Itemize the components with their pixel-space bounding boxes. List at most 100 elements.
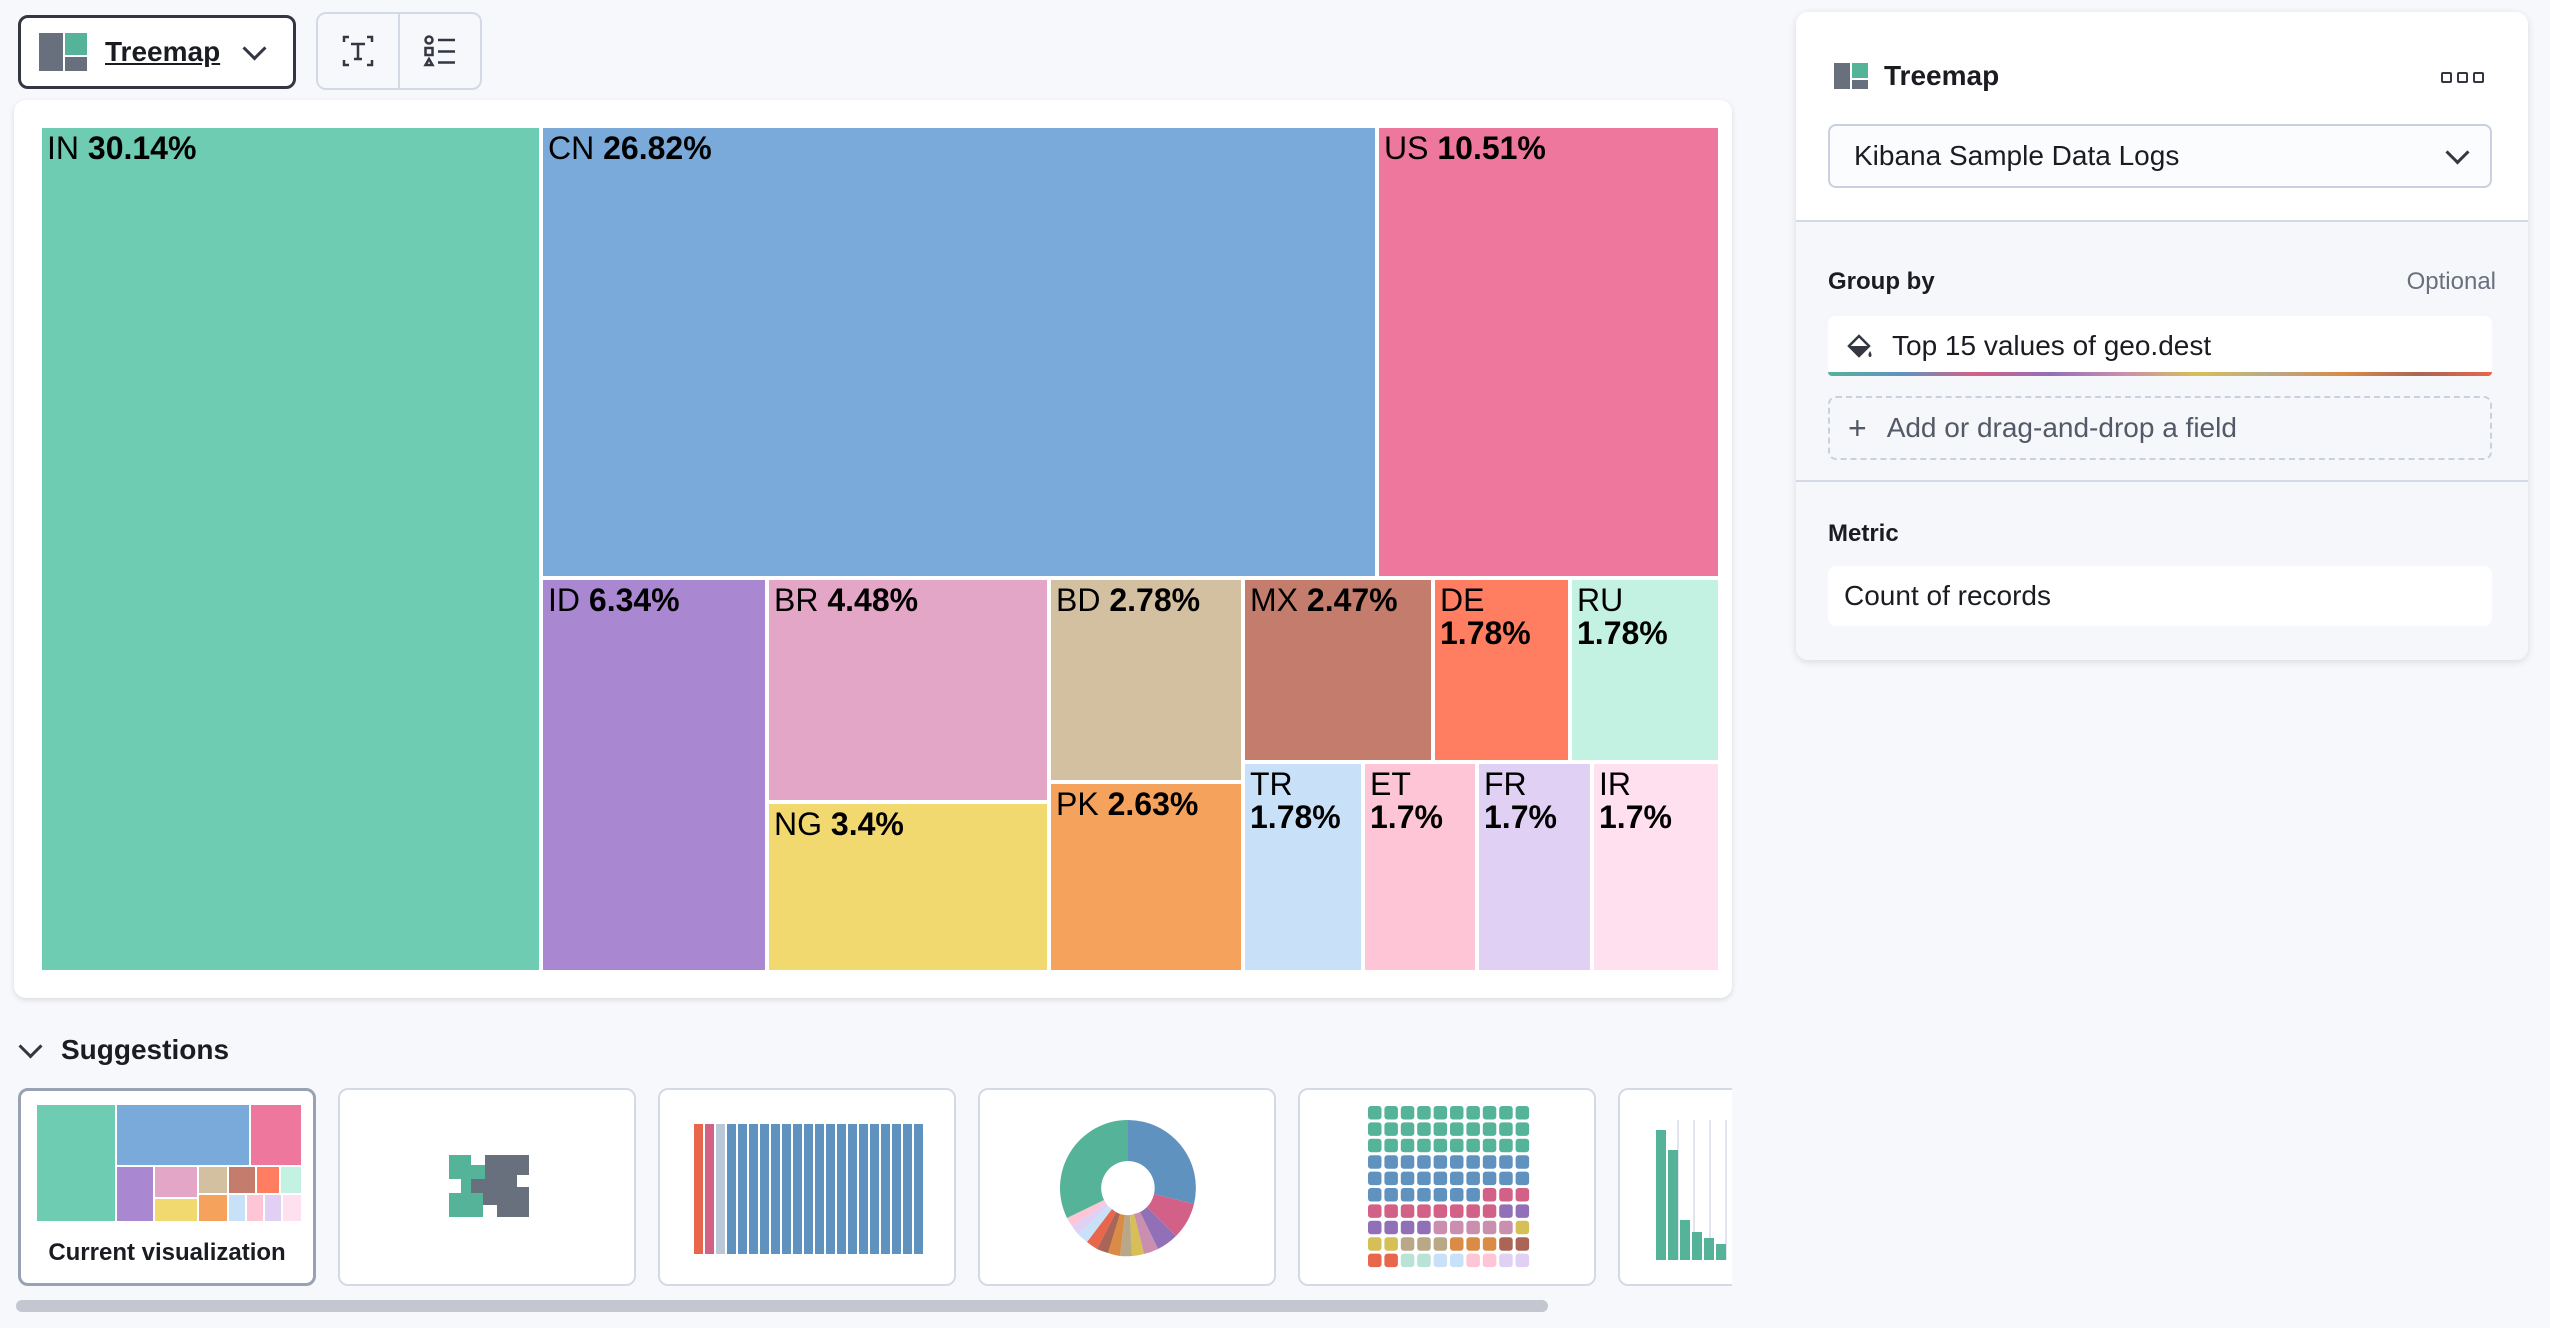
tile-et[interactable]: ET 1.7% [1363,762,1477,972]
tile-in[interactable]: IN 30.14% [40,126,541,972]
waffle-cell [1466,1122,1480,1136]
waffle-cell [1466,1106,1480,1120]
suggestion-histogram[interactable] [1618,1088,1732,1286]
waffle-cell [1400,1237,1415,1251]
labels-toggle-button[interactable] [318,14,398,88]
chart-options-group [316,12,482,90]
waffle-cell [1499,1204,1513,1218]
chevron-down-icon [242,35,267,61]
suggestions-toggle[interactable]: Suggestions [18,1033,229,1066]
group-by-field[interactable]: Top 15 values of geo.dest [1828,316,2492,376]
waffle-cell [1450,1106,1464,1120]
waffle-cell [1450,1171,1464,1186]
chevron-down-icon [2445,139,2470,165]
tile-us[interactable]: US 10.51% [1377,126,1720,578]
layer-title: Treemap [1834,60,1999,92]
waffle-cell [1417,1171,1431,1186]
legend-toggle-button[interactable] [398,14,480,88]
layer-title-text: Treemap [1884,60,2000,91]
tile-pk[interactable]: PK 2.63% [1049,782,1243,972]
waffle-cell [1515,1171,1530,1186]
tile-bd[interactable]: BD 2.78% [1049,578,1243,782]
suggestion-donut[interactable] [978,1088,1276,1286]
waffle-cell [1482,1188,1497,1202]
add-field-label: Add or drag-and-drop a field [1886,412,2237,443]
suggestion-caption: Current visualization [48,1239,286,1266]
data-view-select[interactable]: Kibana Sample Data Logs [1828,124,2492,188]
tile-label: MX [1250,582,1298,618]
waffle-cell [1499,1220,1513,1235]
tile-tr[interactable]: TR 1.78% [1243,762,1363,972]
add-field-dropzone[interactable]: + Add or drag-and-drop a field [1828,396,2492,460]
tile-ng[interactable]: NG 3.4% [767,802,1049,972]
tile-br[interactable]: BR 4.48% [767,578,1049,802]
tile-mx[interactable]: MX 2.47% [1243,578,1433,762]
tile-label: IN [47,130,79,166]
tile-value: 2.47% [1306,582,1398,618]
optional-label: Optional [2406,268,2496,295]
tile-value: 2.78% [1109,582,1201,618]
tile-value: 1.78% [1250,799,1341,835]
waffle-cell [1482,1204,1497,1218]
waffle-cell [1400,1155,1415,1169]
waffle-cell [1400,1171,1415,1186]
tile-label: CN [548,130,595,166]
waffle-cell [1400,1188,1415,1202]
tile-label: BR [774,582,819,618]
waffle-cell [1384,1188,1398,1202]
visualization-type-switcher[interactable]: Treemap [18,15,296,89]
waffle-cell [1368,1122,1382,1136]
table-icon [449,1155,529,1217]
tile-value: 4.48% [827,582,919,618]
waffle-cell [1499,1171,1513,1186]
tile-label: ID [548,582,580,618]
waffle-cell [1384,1106,1398,1120]
tile-label: TR [1250,766,1293,802]
tile-value: 2.63% [1107,786,1199,822]
metric-value: Count of records [1844,580,2051,611]
waffle-cell [1368,1253,1382,1268]
bar-chart-thumbnail [694,1124,923,1254]
tile-id[interactable]: ID 6.34% [541,578,767,972]
tile-ru[interactable]: RU 1.78% [1570,578,1720,762]
waffle-cell [1499,1138,1513,1153]
tile-fr[interactable]: FR 1.7% [1477,762,1592,972]
waffle-cell [1417,1188,1431,1202]
histogram-thumbnail [1656,1120,1727,1260]
layer-actions-icon[interactable] [2441,72,2484,83]
metric-field[interactable]: Count of records [1828,566,2492,626]
waffle-cell [1433,1237,1448,1251]
suggestion-table[interactable] [338,1088,636,1286]
waffle-cell [1499,1155,1513,1169]
waffle-cell [1466,1155,1480,1169]
waffle-cell [1384,1204,1398,1218]
waffle-cell [1515,1106,1530,1120]
waffle-cell [1368,1155,1382,1169]
waffle-cell [1433,1188,1448,1202]
waffle-cell [1515,1138,1530,1153]
waffle-cell [1417,1204,1431,1218]
tile-ir[interactable]: IR 1.7% [1592,762,1720,972]
treemap-chart[interactable]: IN 30.14% CN 26.82% US 10.51% ID 6.34% B… [40,126,1720,972]
suggestion-current-treemap[interactable]: Current visualization [18,1088,316,1286]
suggestion-waffle[interactable] [1298,1088,1596,1286]
tile-cn[interactable]: CN 26.82% [541,126,1377,578]
waffle-cell [1433,1122,1448,1136]
waffle-cell [1499,1106,1513,1120]
waffle-cell [1515,1155,1530,1169]
plus-icon: + [1848,410,1867,446]
tile-de[interactable]: DE 1.78% [1433,578,1570,762]
waffle-cell [1400,1122,1415,1136]
waffle-cell [1499,1253,1513,1268]
waffle-cell [1368,1138,1382,1153]
waffle-cell [1450,1220,1464,1235]
waffle-cell [1433,1220,1448,1235]
waffle-cell [1450,1155,1464,1169]
suggestions-scrollbar[interactable] [16,1300,1548,1312]
waffle-cell [1417,1237,1431,1251]
waffle-cell [1450,1138,1464,1153]
waffle-cell [1417,1138,1431,1153]
tile-value: 1.78% [1440,615,1531,651]
suggestion-stacked-bar[interactable] [658,1088,956,1286]
tile-value: 30.14% [87,130,197,166]
